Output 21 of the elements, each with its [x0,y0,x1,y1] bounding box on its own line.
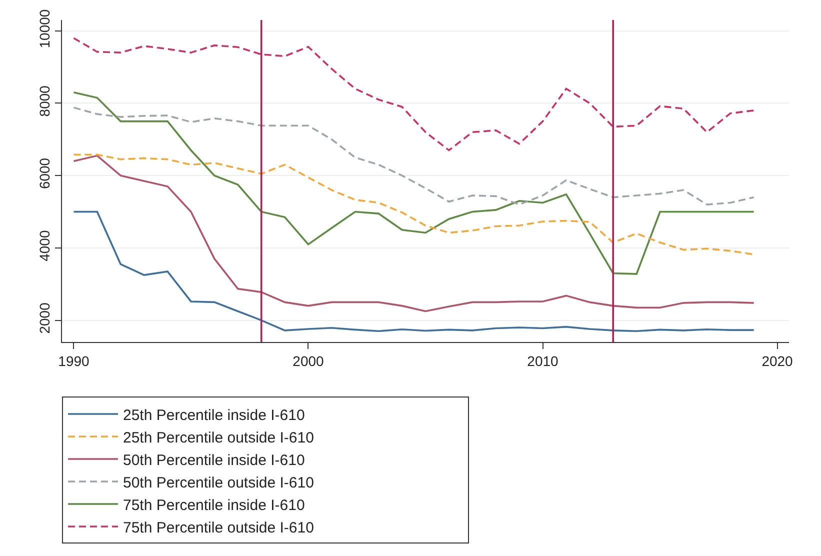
line-series [72,106,755,206]
line-series [72,154,755,312]
y-tick-label: 10000 [36,9,52,48]
legend-label: 50th Percentile outside I-610 [123,474,314,492]
line-series [72,37,755,152]
x-tick-label: 1990 [58,352,90,369]
y-tick-label: 8000 [36,85,52,117]
x-tick-label: 2000 [292,352,324,369]
line-series [72,154,755,256]
x-tick-label: 2010 [527,352,559,369]
y-tick-label: 4000 [36,230,52,262]
line-series [72,210,755,332]
legend-label: 75th Percentile inside I-610 [123,496,305,514]
legend-label: 50th Percentile inside I-610 [123,452,305,469]
y-tick-label: 2000 [36,302,52,334]
legend-label: 75th Percentile outside I-610 [123,519,314,536]
y-tick-label: 6000 [36,158,52,190]
x-tick-label: 2020 [762,352,794,369]
legend-label: 25th Percentile inside I-610 [123,406,305,424]
line-series [72,91,755,275]
legend-label: 25th Percentile outside I-610 [123,429,314,446]
